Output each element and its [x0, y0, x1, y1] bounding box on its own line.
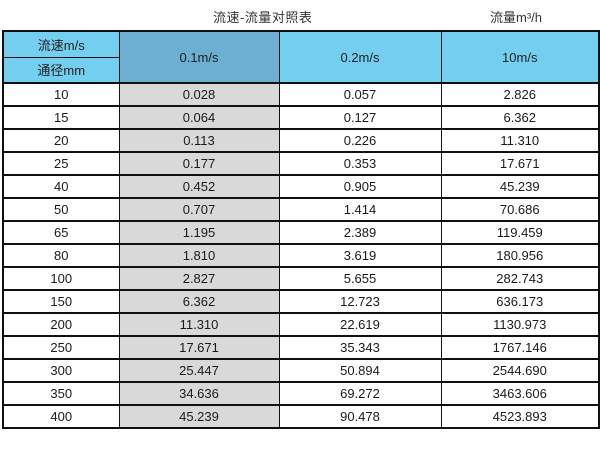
cell-diameter: 65	[2, 220, 120, 245]
table-row: 350 34.636 69.272 3463.606	[2, 381, 600, 406]
cell-diameter: 300	[2, 358, 120, 383]
cell-flow-10: 282.743	[440, 266, 600, 291]
cell-flow-0-2: 0.353	[278, 151, 442, 176]
table-row: 20 0.113 0.226 11.310	[2, 128, 600, 153]
cell-flow-10: 636.173	[440, 289, 600, 314]
table-row: 300 25.447 50.894 2544.690	[2, 358, 600, 383]
cell-diameter: 25	[2, 151, 120, 176]
table-row: 250 17.671 35.343 1767.146	[2, 335, 600, 360]
flow-unit-label: 流量m³/h	[490, 10, 543, 25]
table-row: 80 1.810 3.619 180.956	[2, 243, 600, 268]
table-body: 10 0.028 0.057 2.826 15 0.064 0.127 6.36…	[2, 82, 600, 429]
table-header: 流速m/s 0.1m/s 0.2m/s 10m/s 通径mm	[2, 30, 600, 84]
table-row: 25 0.177 0.353 17.671	[2, 151, 600, 176]
cell-flow-0-1: 0.113	[118, 128, 280, 153]
cell-flow-10: 1130.973	[440, 312, 600, 337]
table-row: 10 0.028 0.057 2.826	[2, 82, 600, 107]
cell-flow-0-1: 11.310	[118, 312, 280, 337]
table-row: 400 45.239 90.478 4523.893	[2, 404, 600, 429]
cell-diameter: 100	[2, 266, 120, 291]
cell-flow-0-2: 0.905	[278, 174, 442, 199]
cell-diameter: 350	[2, 381, 120, 406]
cell-flow-0-2: 50.894	[278, 358, 442, 383]
table-row: 50 0.707 1.414 70.686	[2, 197, 600, 222]
cell-flow-10: 119.459	[440, 220, 600, 245]
cell-diameter: 250	[2, 335, 120, 360]
table-row: 200 11.310 22.619 1130.973	[2, 312, 600, 337]
cell-flow-0-1: 2.827	[118, 266, 280, 291]
header-diameter-label: 通径mm	[2, 56, 120, 84]
cell-flow-0-1: 0.028	[118, 82, 280, 107]
cell-flow-0-2: 12.723	[278, 289, 442, 314]
cell-flow-10: 180.956	[440, 243, 600, 268]
table-row: 100 2.827 5.655 282.743	[2, 266, 600, 291]
cell-flow-0-1: 1.810	[118, 243, 280, 268]
table-row: 150 6.362 12.723 636.173	[2, 289, 600, 314]
cell-diameter: 150	[2, 289, 120, 314]
cell-flow-10: 4523.893	[440, 404, 600, 429]
cell-flow-0-1: 0.707	[118, 197, 280, 222]
cell-flow-10: 70.686	[440, 197, 600, 222]
cell-flow-0-1: 1.195	[118, 220, 280, 245]
cell-flow-0-2: 0.127	[278, 105, 442, 130]
cell-diameter: 40	[2, 174, 120, 199]
cell-flow-10: 2.826	[440, 82, 600, 107]
cell-flow-0-2: 1.414	[278, 197, 442, 222]
cell-flow-0-2: 35.343	[278, 335, 442, 360]
cell-diameter: 20	[2, 128, 120, 153]
header-velocity-0-1: 0.1m/s	[118, 30, 280, 84]
cell-flow-0-2: 0.057	[278, 82, 442, 107]
cell-flow-0-1: 25.447	[118, 358, 280, 383]
cell-flow-0-1: 17.671	[118, 335, 280, 360]
cell-flow-10: 6.362	[440, 105, 600, 130]
cell-diameter: 200	[2, 312, 120, 337]
header-velocity-10: 10m/s	[440, 30, 600, 84]
cell-flow-0-2: 90.478	[278, 404, 442, 429]
cell-flow-10: 1767.146	[440, 335, 600, 360]
cell-flow-0-2: 0.226	[278, 128, 442, 153]
table-row: 15 0.064 0.127 6.362	[2, 105, 600, 130]
cell-flow-10: 11.310	[440, 128, 600, 153]
cell-flow-0-1: 0.064	[118, 105, 280, 130]
cell-flow-0-1: 0.177	[118, 151, 280, 176]
cell-flow-0-1: 45.239	[118, 404, 280, 429]
cell-flow-0-1: 34.636	[118, 381, 280, 406]
cell-flow-0-2: 2.389	[278, 220, 442, 245]
cell-diameter: 400	[2, 404, 120, 429]
cell-flow-10: 2544.690	[440, 358, 600, 383]
cell-flow-10: 45.239	[440, 174, 600, 199]
cell-flow-0-1: 6.362	[118, 289, 280, 314]
cell-flow-0-2: 69.272	[278, 381, 442, 406]
flow-rate-table: 流速m/s 0.1m/s 0.2m/s 10m/s 通径mm 10 0.028 …	[2, 30, 600, 429]
table-title: 流速-流量对照表	[213, 10, 313, 25]
cell-flow-0-2: 3.619	[278, 243, 442, 268]
cell-flow-0-2: 22.619	[278, 312, 442, 337]
cell-diameter: 50	[2, 197, 120, 222]
cell-flow-10: 3463.606	[440, 381, 600, 406]
table-row: 40 0.452 0.905 45.239	[2, 174, 600, 199]
table-row: 65 1.195 2.389 119.459	[2, 220, 600, 245]
cell-diameter: 10	[2, 82, 120, 107]
cell-diameter: 15	[2, 105, 120, 130]
cell-flow-0-2: 5.655	[278, 266, 442, 291]
header-velocity-label: 流速m/s	[2, 30, 120, 58]
cell-flow-0-1: 0.452	[118, 174, 280, 199]
header-velocity-0-2: 0.2m/s	[278, 30, 442, 84]
cell-diameter: 80	[2, 243, 120, 268]
cell-flow-10: 17.671	[440, 151, 600, 176]
title-bar: 流速-流量对照表 流量m³/h	[0, 0, 600, 30]
